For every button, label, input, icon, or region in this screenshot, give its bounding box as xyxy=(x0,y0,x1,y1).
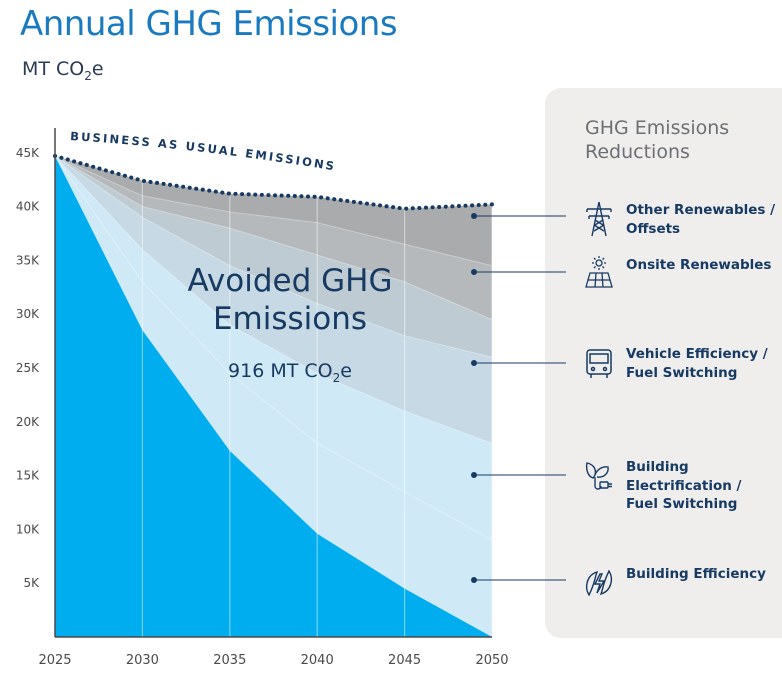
y-tick-label: 30K xyxy=(16,307,40,321)
legend-leader-dot xyxy=(471,213,477,219)
x-tick-label: 2025 xyxy=(38,653,71,668)
band-edge-line xyxy=(54,155,493,321)
transmission-tower-icon xyxy=(586,201,612,237)
x-tick-label: 2045 xyxy=(388,653,421,668)
legend-item-other-renewables: Other Renewables / Offsets xyxy=(583,201,776,261)
y-tick-label: 45K xyxy=(16,146,40,160)
legend-leaders xyxy=(471,213,566,583)
y-tick-label: 25K xyxy=(16,361,40,375)
legend-item-vehicle: Vehicle Efficiency / Fuel Switching xyxy=(583,345,773,405)
unit-subtitle: MT CO2e xyxy=(22,58,104,83)
legend-label: Building Electrification / Fuel Switchin… xyxy=(626,459,742,512)
chart-axes: 5K 10K 15K 20K 25K 30K 35K 40K 45K 2025 2030 2035 20… xyxy=(16,128,509,668)
page-title: Annual GHG Emissions xyxy=(20,4,398,44)
bau-label-path: BUSINESS AS USUAL EMISSIONS xyxy=(70,129,335,174)
legend-leader-dot xyxy=(471,577,477,583)
legend-item-onsite-renewables: Onsite Renewables xyxy=(583,256,773,316)
legend-panel xyxy=(545,88,782,638)
bau-dotted-line xyxy=(53,153,494,211)
chart-grid xyxy=(53,153,494,637)
y-tick-label: 20K xyxy=(16,415,40,429)
unit-subscript: 2 xyxy=(84,68,92,83)
y-tick-label: 10K xyxy=(16,522,40,536)
plug-leaf-icon xyxy=(585,462,612,490)
band-edge-line xyxy=(54,155,493,358)
actual-emissions-area xyxy=(55,155,492,637)
legend-leader-dot xyxy=(471,269,477,275)
avoided-line1: Avoided GHG xyxy=(187,263,393,299)
legend-title: GHG Emissions Reductions xyxy=(585,117,730,163)
legend-item-building-electrification: Building Electrification / Fuel Switchin… xyxy=(583,458,773,518)
band-edge-line xyxy=(54,155,493,444)
band-edge-line xyxy=(54,155,493,267)
x-tick-label: 2040 xyxy=(301,653,334,668)
y-tick-label: 40K xyxy=(16,200,40,214)
chart-areas xyxy=(54,155,493,637)
leaf-bolt-icon xyxy=(585,569,613,597)
legend-label: Other Renewables / Offsets xyxy=(626,202,776,237)
x-tick-label: 2030 xyxy=(126,653,159,668)
band-edge-line xyxy=(54,155,493,541)
avoided-value-end: e xyxy=(340,360,352,382)
x-tick-label: 2035 xyxy=(213,653,246,668)
avoided-heading: Avoided GHG Emissions xyxy=(150,262,430,338)
avoided-value-sub: 2 xyxy=(332,370,341,385)
y-tick-label: 35K xyxy=(16,253,40,267)
legend-label: Building Efficiency xyxy=(626,566,766,582)
x-tick-label: 2050 xyxy=(475,653,508,668)
legend-leader-dot xyxy=(471,360,477,366)
avoided-value-main: 916 MT CO xyxy=(228,360,333,382)
legend-item-building-efficiency: Building Efficiency xyxy=(583,565,773,625)
vehicle-icon xyxy=(586,349,612,378)
bau-label: BUSINESS AS USUAL EMISSIONS xyxy=(70,129,337,174)
y-tick-label: 15K xyxy=(16,469,40,483)
avoided-value: 916 MT CO2e xyxy=(150,360,430,385)
legend-label: Vehicle Efficiency / Fuel Switching xyxy=(626,346,768,381)
legend-leader-dot xyxy=(471,472,477,478)
unit-end: e xyxy=(91,58,104,80)
legend-label: Onsite Renewables xyxy=(626,257,772,273)
unit-main: MT CO xyxy=(22,58,85,80)
y-tick-label: 5K xyxy=(23,576,40,590)
solar-panel-icon xyxy=(585,256,613,288)
avoided-line2: Emissions xyxy=(212,301,368,337)
